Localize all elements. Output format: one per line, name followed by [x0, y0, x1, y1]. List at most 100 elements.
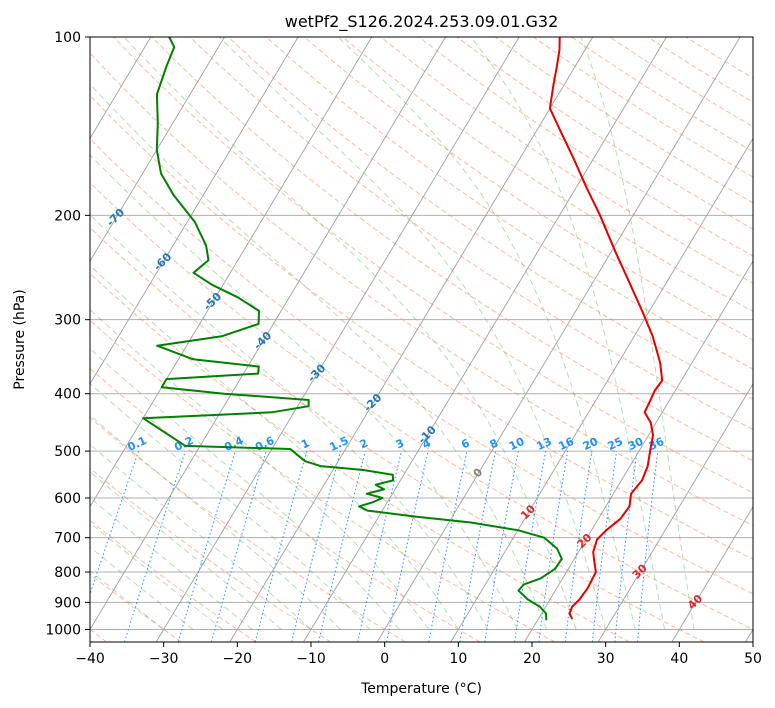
sounding-series: [142, 37, 664, 621]
mixing-ratio-line: [254, 450, 308, 642]
moist-adiabats: [90, 37, 695, 630]
x-axis: −40 −30 −20 −10 0 10 20 30 40 50: [75, 642, 762, 667]
isotherm-line: [376, 37, 741, 642]
plot-frame: [89, 36, 754, 643]
moist-adiabat: [580, 37, 695, 630]
isotherm-line: [90, 37, 373, 508]
isotherm-label: -40: [251, 329, 274, 352]
mixing-ratio-label: 25: [605, 435, 624, 453]
isotherm-line: [303, 37, 667, 642]
moist-adiabat: [90, 348, 400, 630]
isotherm-label: 0: [471, 465, 486, 480]
y-tick-label: 600: [54, 491, 81, 507]
isotherm-line: [155, 37, 520, 642]
moist-adiabat: [90, 309, 430, 630]
mixing-ratio-line: [538, 451, 569, 642]
moist-adiabat: [337, 37, 636, 630]
dry-adiabat: [494, 37, 753, 204]
x-tick-label: 0: [380, 651, 389, 667]
y-tick-label: 200: [54, 208, 81, 224]
x-tick-label: 10: [449, 651, 467, 667]
mixing-ratio-line: [318, 450, 366, 642]
dry-adiabat: [456, 37, 753, 230]
dry-adiabat: [90, 319, 556, 642]
dry-adiabat: [685, 37, 753, 79]
moist-adiabat: [90, 546, 194, 630]
isotherm-line: [745, 628, 753, 642]
isotherm-line: [671, 505, 753, 642]
isotherm-line: [90, 37, 446, 631]
isotherm-label: -80: [57, 161, 80, 184]
isotherm-label: -30: [305, 361, 328, 384]
y-tick-label: 300: [54, 313, 81, 329]
moist-adiabat: [90, 497, 253, 630]
dry-adiabat: [90, 226, 705, 642]
dry-adiabat: [189, 37, 753, 431]
isotherm-line: [90, 37, 299, 385]
mixing-ratio-line: [124, 450, 186, 642]
mixing-ratio-line: [459, 451, 496, 642]
y-tick-label: 100: [54, 30, 81, 46]
y-tick-label: 700: [54, 531, 81, 547]
y-tick-label: 1000: [45, 622, 81, 638]
moist-adiabat: [218, 37, 607, 630]
mixing-ratio-label: 3: [394, 436, 406, 451]
moist-adiabat: [90, 522, 223, 630]
isotherm-label: -50: [201, 290, 224, 313]
isotherm-label: -60: [151, 250, 174, 273]
isotherm-label: -70: [104, 206, 127, 229]
dry-adiabat: [265, 37, 753, 370]
isotherm-label: 30: [630, 561, 650, 581]
dry-adiabats: [90, 37, 753, 642]
dry-adiabat: [90, 94, 753, 560]
mixing-ratio-line: [591, 451, 618, 642]
dry-adiabat: [113, 37, 753, 494]
dry-adiabat: [151, 37, 753, 462]
moist-adiabat: [90, 471, 282, 630]
mixing-ratio-line: [637, 451, 659, 642]
moist-adiabat: [123, 37, 577, 630]
mixing-ratio-line: [514, 451, 547, 642]
mixing-ratio-line: [291, 450, 342, 642]
isotherm-label: -20: [361, 391, 384, 414]
dry-adiabat: [647, 37, 753, 103]
dry-adiabat: [227, 37, 753, 400]
mixing-ratio-line: [614, 451, 638, 642]
isotherm-line: [524, 260, 753, 642]
dry-adiabat: [90, 137, 753, 595]
x-axis-label: Temperature (°C): [360, 681, 482, 697]
mixing-ratio-label: 13: [534, 435, 553, 453]
y-tick-label: 900: [54, 595, 81, 611]
dry-adiabat: [90, 367, 481, 642]
grid: [90, 37, 753, 630]
x-tick-label: −10: [296, 651, 326, 667]
mixing-ratio-label: 1: [299, 436, 311, 451]
moist-adiabat: [90, 443, 312, 630]
mixing-ratio-label: 10: [507, 435, 527, 453]
moist-adiabat: [90, 414, 341, 630]
y-tick-label: 500: [54, 444, 81, 460]
isotherm-label: 20: [575, 531, 595, 551]
mixing-ratio-line: [177, 450, 236, 642]
x-tick-label: 40: [670, 651, 688, 667]
mixing-ratio-line: [210, 450, 267, 642]
x-tick-label: −20: [223, 651, 253, 667]
dry-adiabat: [609, 37, 753, 128]
mixing-ratio-label: 6: [459, 436, 472, 451]
mixing-ratio-line: [564, 451, 593, 642]
y-axis: 100 200 300 400 500 600 700 800 900 1000: [45, 30, 90, 638]
mixing-ratio-lines: [90, 450, 659, 642]
isotherms: [0, 37, 753, 642]
isotherm-line: [0, 37, 3, 642]
moist-adiabat: [90, 213, 489, 630]
y-tick-label: 800: [54, 565, 81, 581]
line-labels: 0.10.20.40.611.52346810131620253036-100-…: [57, 161, 706, 612]
dry-adiabat: [304, 37, 753, 341]
mixing-ratio-label: 30: [626, 435, 646, 453]
moist-adiabat: [90, 83, 548, 630]
isotherm-line: [450, 137, 753, 642]
dry-adiabat: [380, 37, 753, 284]
dry-adiabat: [90, 519, 257, 642]
moist-adiabat: [90, 264, 459, 630]
